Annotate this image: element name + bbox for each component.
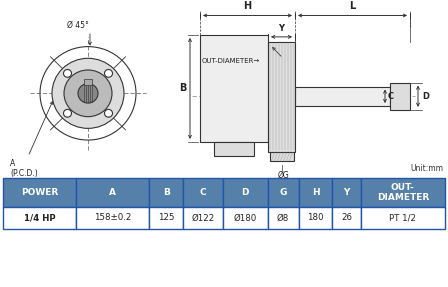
- Text: Ø180: Ø180: [233, 214, 257, 222]
- Text: Ø122: Ø122: [191, 214, 215, 222]
- Text: Ø 45°: Ø 45°: [67, 21, 89, 30]
- Bar: [295, 86, 390, 106]
- Text: PT 1/2: PT 1/2: [389, 214, 416, 222]
- Text: 158±0.2: 158±0.2: [94, 214, 131, 222]
- Text: H: H: [312, 188, 319, 197]
- Bar: [267, 178, 299, 207]
- Circle shape: [104, 109, 112, 117]
- Bar: [361, 178, 445, 207]
- Text: Unit:mm: Unit:mm: [410, 164, 443, 173]
- Circle shape: [64, 69, 72, 77]
- Bar: [299, 207, 332, 229]
- Bar: [223, 178, 267, 207]
- Bar: [183, 178, 223, 207]
- Bar: [76, 178, 149, 207]
- Text: OUT-DIAMETER→: OUT-DIAMETER→: [202, 58, 260, 64]
- Text: ØG: ØG: [278, 171, 289, 180]
- Text: L: L: [349, 1, 356, 11]
- Text: Ø8: Ø8: [277, 214, 289, 222]
- Text: D: D: [241, 188, 249, 197]
- Circle shape: [78, 84, 98, 103]
- Bar: [267, 207, 299, 229]
- Circle shape: [64, 70, 112, 117]
- Text: 1/4 HP: 1/4 HP: [24, 214, 56, 222]
- Bar: [149, 207, 183, 229]
- Circle shape: [64, 109, 72, 117]
- Circle shape: [52, 58, 124, 128]
- Bar: [3, 178, 76, 207]
- Text: 180: 180: [307, 214, 324, 222]
- Bar: [332, 207, 361, 229]
- Bar: [332, 178, 361, 207]
- Bar: [268, 42, 295, 152]
- Bar: [214, 142, 254, 156]
- Bar: [149, 178, 183, 207]
- Bar: [84, 79, 92, 85]
- Text: 26: 26: [341, 214, 352, 222]
- Text: A: A: [109, 188, 116, 197]
- Text: B: B: [179, 84, 186, 94]
- Bar: [76, 207, 149, 229]
- Bar: [3, 207, 76, 229]
- Text: Y: Y: [279, 24, 284, 33]
- Text: B: B: [163, 188, 170, 197]
- Text: G: G: [280, 188, 287, 197]
- Text: Y: Y: [343, 188, 349, 197]
- Bar: [270, 152, 293, 162]
- Bar: [200, 35, 268, 142]
- Bar: [299, 178, 332, 207]
- Text: POWER: POWER: [21, 188, 58, 197]
- Text: H: H: [243, 1, 252, 11]
- Circle shape: [104, 69, 112, 77]
- Text: OUT-
DIAMETER: OUT- DIAMETER: [377, 183, 429, 202]
- Text: 125: 125: [158, 214, 175, 222]
- Text: C: C: [388, 92, 394, 101]
- Bar: [361, 207, 445, 229]
- Bar: [223, 207, 267, 229]
- Text: A
(P.C.D.): A (P.C.D.): [10, 158, 38, 178]
- Text: C: C: [199, 188, 206, 197]
- Bar: [390, 83, 410, 110]
- Bar: [183, 207, 223, 229]
- Text: D: D: [422, 92, 429, 101]
